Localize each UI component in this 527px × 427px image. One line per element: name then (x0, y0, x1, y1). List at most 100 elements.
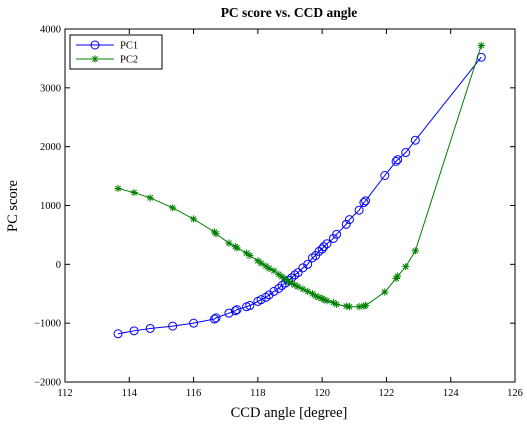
pc1-point (303, 259, 313, 269)
pc1-point (410, 135, 420, 145)
pc2-point (333, 300, 341, 308)
pc1-point (354, 205, 364, 215)
x-tick-label: 116 (186, 388, 201, 399)
pc2-point (320, 296, 328, 304)
pc1-point (145, 323, 155, 333)
pc2-point (312, 292, 320, 300)
legend-label-pc2: PC2 (120, 55, 138, 66)
x-tick-label: 124 (443, 388, 460, 399)
pc2-point (361, 301, 370, 310)
pc1-point (274, 283, 284, 293)
pc1-point (129, 326, 139, 336)
pc1-point (322, 239, 332, 249)
pc2-point (189, 215, 198, 223)
series-pc2 (114, 41, 485, 311)
pc2-point (114, 184, 122, 193)
pc2-point (304, 287, 312, 295)
x-tick-label: 114 (122, 388, 138, 399)
pc2-point (130, 188, 138, 197)
pc2-point (477, 41, 485, 50)
x-tick-label: 118 (250, 388, 265, 399)
pc2-point (323, 297, 331, 305)
y-tick-label: 0 (56, 260, 61, 271)
pc2-point (270, 267, 278, 275)
pc2-point (294, 283, 302, 291)
pc1-point (209, 314, 219, 324)
pc2-point (360, 302, 368, 310)
pc1-point (168, 321, 178, 331)
pc1-point (391, 156, 401, 166)
pc1-point (261, 292, 271, 302)
x-tick-label: 126 (507, 388, 523, 399)
legend-marker-pc1 (90, 40, 100, 50)
legend-marker-pc2 (91, 55, 99, 63)
pc2-point (284, 277, 292, 285)
pc1-point (317, 244, 327, 254)
pc2-point (411, 247, 419, 255)
pc1-point (359, 198, 369, 208)
pc2-point (278, 273, 286, 281)
pc1-point (245, 301, 255, 311)
pc2-point (265, 264, 273, 273)
pc2-point (257, 259, 265, 267)
pc2-point (342, 302, 350, 310)
pc1-point (293, 268, 303, 278)
pc2-point (308, 290, 317, 298)
legend-label-pc1: PC1 (120, 41, 138, 52)
pc1-point (341, 219, 351, 229)
y-axis-label: PC score (5, 180, 21, 232)
y-tick-label: −2000 (34, 378, 61, 389)
pc2-point (394, 272, 402, 280)
x-axis-label: CCD angle [degree] (231, 405, 348, 421)
pc2-point (169, 204, 177, 212)
pc2-point (402, 263, 410, 271)
pc2-point (246, 251, 254, 260)
x-tick-label: 122 (379, 388, 395, 399)
pc2-point (262, 262, 270, 270)
pc1-point (314, 246, 324, 256)
pc2-point (291, 281, 299, 289)
pc2-point (225, 239, 233, 247)
pc2-point (299, 285, 307, 293)
pc2-point (315, 293, 323, 301)
legend-box (69, 34, 163, 70)
pc2-point (146, 194, 154, 202)
pc2-point (392, 274, 400, 283)
pc1-point (269, 286, 279, 296)
pc1-point (393, 155, 403, 165)
pc2-point (355, 303, 363, 311)
series-layer (113, 41, 486, 339)
pc1-point (319, 242, 329, 252)
pc1-point (189, 318, 199, 328)
pc1-point (224, 308, 234, 318)
pc2-point (345, 303, 354, 311)
y-tick-label: −1000 (34, 319, 61, 330)
pc2-point (381, 288, 389, 296)
pc1-point (308, 253, 317, 263)
y-tick-label: 1000 (40, 201, 61, 212)
pc2-point (243, 249, 251, 257)
pc1-point (211, 313, 221, 323)
plot-frame (64, 28, 516, 383)
pc1-point (344, 215, 354, 225)
y-tick-label: 3000 (40, 83, 61, 94)
y-tick-label: 2000 (40, 142, 61, 153)
y-tick-label: 4000 (40, 25, 61, 36)
pc1-point (256, 295, 266, 305)
pc2-point (233, 244, 241, 252)
pc1-point (332, 229, 342, 239)
pc1-point (290, 270, 300, 280)
pc1-point (401, 148, 411, 158)
pc1-point (380, 170, 390, 180)
pc1-point (113, 329, 123, 339)
pc2-point (254, 257, 262, 265)
pc2-point (212, 230, 220, 238)
x-tick-label: 120 (314, 388, 330, 399)
x-tick-label: 112 (57, 388, 72, 399)
pc1-point (230, 306, 240, 316)
axis-ticks: 112 114 116 118 120 122 124 126 −2000 −1000 0 1000 2… (34, 25, 523, 400)
pc1-point (361, 196, 371, 206)
pc2-point (288, 279, 296, 287)
pc1-point (232, 305, 242, 315)
